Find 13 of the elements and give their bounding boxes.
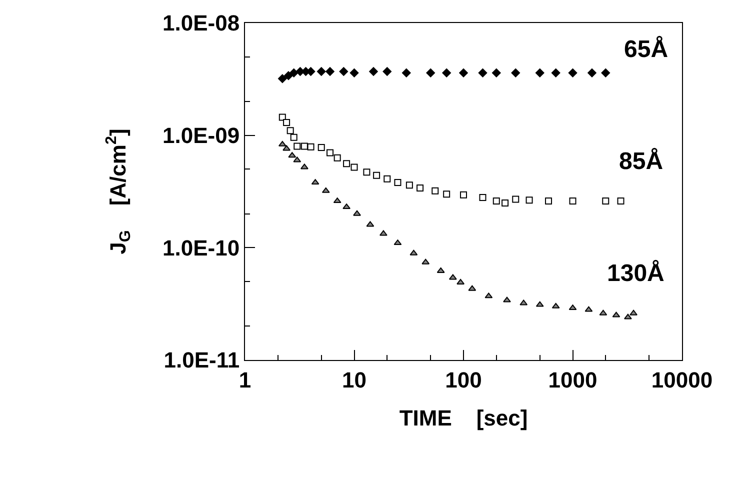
series-label: 65Å bbox=[624, 35, 668, 63]
x-tick-label: 1000 bbox=[548, 367, 598, 392]
y-tick-label: 1.0E-08 bbox=[162, 10, 240, 36]
series-label: 130Å bbox=[607, 259, 664, 287]
series-label: 85Å bbox=[619, 147, 664, 175]
x-axis-title: TIME [sec] bbox=[399, 405, 528, 430]
x-tick-label: 10000 bbox=[651, 367, 713, 392]
y-tick-label: 1.0E-10 bbox=[162, 235, 240, 260]
x-tick-label: 1 bbox=[238, 367, 252, 392]
y-tick-label: 1.0E-09 bbox=[162, 123, 240, 148]
x-tick-label: 10 bbox=[342, 367, 366, 392]
y-tick-label: 1.0E-11 bbox=[164, 348, 240, 373]
x-tick-label: 100 bbox=[445, 367, 482, 392]
